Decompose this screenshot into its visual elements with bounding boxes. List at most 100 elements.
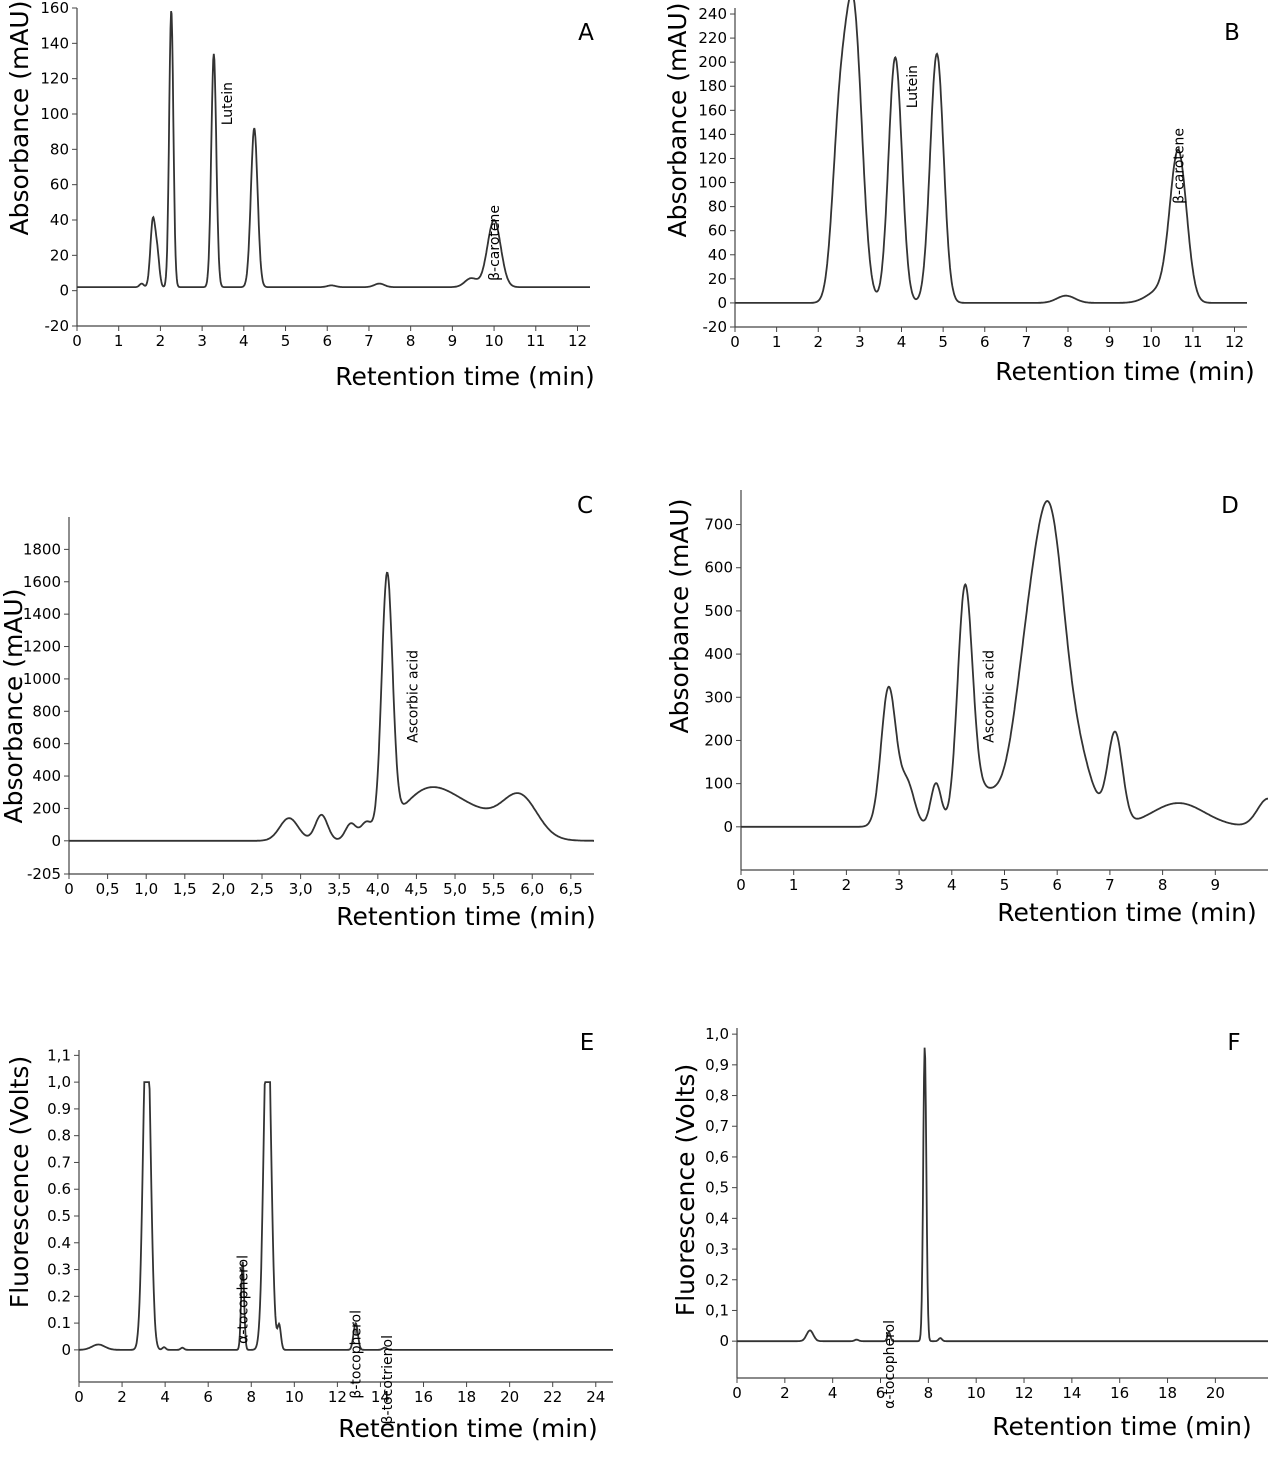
x-tick-label: 14 bbox=[1062, 1384, 1081, 1402]
y-tick-label: -205 bbox=[27, 865, 61, 883]
y-tick-label: 200 bbox=[698, 53, 727, 71]
y-tick-label: 400 bbox=[704, 645, 733, 663]
x-tick-label: 0 bbox=[730, 333, 740, 351]
y-tick-label: 140 bbox=[698, 125, 727, 143]
y-tick-label: 40 bbox=[50, 211, 69, 229]
y-tick-label: 180 bbox=[698, 77, 727, 95]
y-tick-label: 120 bbox=[40, 70, 69, 88]
peak-annotation: β-tocopherol bbox=[349, 1310, 365, 1399]
y-tick-label: 1200 bbox=[23, 638, 61, 656]
y-tick-label: 80 bbox=[708, 198, 727, 216]
y-tick-label: 0.6 bbox=[47, 1180, 71, 1198]
peak-annotation: α-tocopherol bbox=[236, 1255, 252, 1344]
x-tick-label: 1,5 bbox=[173, 880, 197, 898]
panel-b: 0 1 2 3 4 5 6 7 8 9 10 11 12-20020406080100120140160… bbox=[663, 0, 1255, 386]
x-tick-label: 6 bbox=[980, 333, 990, 351]
y-tick-label: 1400 bbox=[23, 605, 61, 623]
x-axis-title: Retention time (min) bbox=[336, 902, 596, 931]
y-tick-label: 0 bbox=[717, 294, 727, 312]
x-tick-label: 2 bbox=[842, 876, 852, 894]
x-tick-label: 2 bbox=[156, 332, 166, 350]
x-tick-label: 14 bbox=[371, 1388, 390, 1406]
x-tick-label: 9 bbox=[1211, 876, 1221, 894]
panel-label: B bbox=[1224, 20, 1240, 46]
y-axis-title: Absorbance (mAU) bbox=[5, 1, 34, 236]
panel-label: A bbox=[578, 20, 594, 46]
x-tick-label: 9 bbox=[1105, 333, 1115, 351]
y-tick-label: 0,1 bbox=[705, 1301, 729, 1319]
x-tick-label: 20 bbox=[500, 1388, 519, 1406]
y-tick-label: 0 bbox=[51, 832, 61, 850]
x-tick-label: 2 bbox=[813, 333, 823, 351]
y-tick-label: 0,4 bbox=[705, 1209, 729, 1227]
y-tick-label: 0.1 bbox=[47, 1314, 71, 1332]
y-tick-label: 0,5 bbox=[705, 1179, 729, 1197]
y-tick-label: 20 bbox=[50, 246, 69, 264]
y-tick-label: 0 bbox=[61, 1341, 71, 1359]
y-tick-label: 1800 bbox=[23, 540, 61, 558]
y-tick-label: 1600 bbox=[23, 573, 61, 591]
y-tick-label: 40 bbox=[708, 246, 727, 264]
y-tick-label: 100 bbox=[40, 105, 69, 123]
x-tick-label: 6 bbox=[1052, 876, 1062, 894]
panel-f: 0 2 4 6 8 10 12 14 16 18 20 0 0,1 0,2 0,3 0,4 0,5 0,6 0,7 0… bbox=[671, 1025, 1268, 1441]
panel-label: D bbox=[1221, 493, 1239, 519]
x-tick-label: 6 bbox=[203, 1388, 213, 1406]
y-tick-label: 160 bbox=[698, 101, 727, 119]
peak-annotation: Lutein bbox=[905, 65, 921, 108]
x-tick-label: 16 bbox=[414, 1388, 433, 1406]
y-tick-label: 60 bbox=[708, 222, 727, 240]
x-tick-label: 8 bbox=[246, 1388, 256, 1406]
y-tick-label: 160 bbox=[40, 0, 69, 17]
y-tick-label: 20 bbox=[708, 270, 727, 288]
x-tick-label: 6 bbox=[322, 332, 332, 350]
x-tick-label: 1,0 bbox=[134, 880, 158, 898]
x-tick-label: 10 bbox=[967, 1384, 986, 1402]
panel-a: 0 1 2 3 4 5 6 7 8 9 10 11 12-20020406080100120140160… bbox=[5, 0, 595, 391]
x-tick-label: 3,5 bbox=[327, 880, 351, 898]
x-tick-label: 8 bbox=[406, 332, 416, 350]
x-tick-label: 0 bbox=[736, 876, 746, 894]
chromatogram-trace bbox=[69, 571, 594, 842]
x-tick-label: 4 bbox=[947, 876, 957, 894]
panel-e: 0 2 4 6 8 10 12 14 16 18 20 22 2400.10.20.30.40.50.6… bbox=[5, 1030, 613, 1443]
x-tick-label: 24 bbox=[586, 1388, 605, 1406]
x-tick-label: 2,0 bbox=[211, 880, 235, 898]
x-tick-label: 11 bbox=[526, 332, 545, 350]
y-tick-label: 0.4 bbox=[47, 1234, 71, 1252]
y-tick-label: 700 bbox=[704, 516, 733, 534]
x-tick-label: 4 bbox=[828, 1384, 838, 1402]
x-tick-label: 0 bbox=[72, 332, 82, 350]
y-tick-label: 1,0 bbox=[47, 1073, 71, 1091]
chromatogram-trace bbox=[737, 1047, 1268, 1343]
y-tick-label: -20 bbox=[45, 317, 70, 335]
x-axis-title: Retention time (min) bbox=[997, 898, 1257, 927]
x-tick-label: 5 bbox=[938, 333, 948, 351]
y-tick-label: 300 bbox=[704, 688, 733, 706]
panel-d: 0 1 2 3 4 5 6 7 8 9 0 100 200 300 400 500 600 700 Retentio… bbox=[665, 490, 1268, 927]
x-tick-label: 1 bbox=[789, 876, 799, 894]
y-tick-label: 0.5 bbox=[47, 1207, 71, 1225]
x-tick-label: 1 bbox=[772, 333, 782, 351]
panel-c: 0 0,5 1,0 1,5 2,0 2,5 3,0 3,5 4,0 4,5 5,0 5,5 6,0 6,5… bbox=[0, 493, 596, 931]
y-tick-label: 0,8 bbox=[705, 1087, 729, 1105]
x-tick-label: 16 bbox=[1110, 1384, 1129, 1402]
x-tick-label: 9 bbox=[448, 332, 458, 350]
x-tick-label: 3,0 bbox=[289, 880, 313, 898]
y-tick-label: 80 bbox=[50, 140, 69, 158]
x-tick-label: 12 bbox=[1225, 333, 1244, 351]
y-tick-label: 600 bbox=[704, 559, 733, 577]
x-axis-title: Retention time (min) bbox=[992, 1412, 1252, 1441]
chromatogram-trace bbox=[735, 0, 1247, 304]
x-tick-label: 12 bbox=[1014, 1384, 1033, 1402]
x-tick-label: 7 bbox=[1105, 876, 1115, 894]
x-tick-label: 10 bbox=[285, 1388, 304, 1406]
x-tick-label: 0 bbox=[64, 880, 74, 898]
x-tick-label: 11 bbox=[1183, 333, 1202, 351]
x-tick-label: 4,5 bbox=[404, 880, 428, 898]
x-tick-label: 5 bbox=[1000, 876, 1010, 894]
y-tick-label: 0,9 bbox=[705, 1056, 729, 1074]
y-tick-label: 800 bbox=[32, 702, 61, 720]
y-tick-label: 200 bbox=[704, 731, 733, 749]
